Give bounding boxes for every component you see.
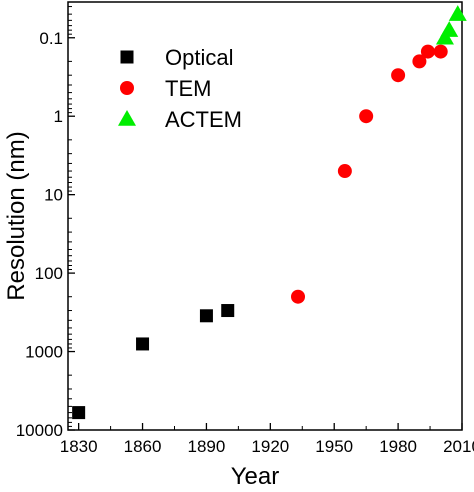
legend-marker-tem: [120, 81, 134, 95]
legend: Optical TEM ACTEM: [118, 45, 242, 132]
y-axis-title: Resolution (nm): [3, 131, 30, 300]
tem-point: [433, 44, 448, 59]
actem-point: [448, 5, 467, 21]
plot-frame: [67, 1, 463, 431]
x-axis-title: Year: [231, 463, 280, 490]
legend-label-tem: TEM: [165, 76, 211, 101]
y-tick-label: 1: [54, 107, 63, 126]
optical-point: [136, 337, 150, 351]
y-tick-label: 0.1: [39, 29, 63, 48]
x-tick-label: 1890: [188, 437, 226, 456]
legend-marker-optical: [120, 50, 134, 64]
legend-marker-actem: [118, 110, 136, 126]
actem-point: [440, 21, 459, 37]
x-tick-label: 1860: [124, 437, 162, 456]
tem-point: [391, 68, 406, 83]
optical-point: [72, 406, 86, 420]
x-tick-label: 1830: [60, 437, 98, 456]
y-tick-label: 10: [44, 186, 63, 205]
y-tick-label: 10000: [16, 421, 63, 440]
optical-point: [199, 309, 213, 323]
legend-label-optical: Optical: [165, 45, 233, 70]
tem-point: [359, 109, 374, 124]
x-tick-label: 1980: [379, 437, 417, 456]
tem-point: [420, 44, 435, 59]
tem-point: [291, 289, 306, 304]
x-tick-label: 1950: [315, 437, 353, 456]
legend-label-actem: ACTEM: [165, 107, 242, 132]
x-tick-label: 1920: [251, 437, 289, 456]
optical-point: [221, 304, 235, 318]
data-points: [72, 5, 467, 420]
y-tick-label: 1000: [25, 343, 63, 362]
y-axis-ticks: 0.1 1 10 100 1000 10000: [16, 6, 75, 440]
tem-point: [337, 164, 352, 179]
y-tick-label: 100: [35, 264, 63, 283]
tem-point: [412, 54, 427, 69]
